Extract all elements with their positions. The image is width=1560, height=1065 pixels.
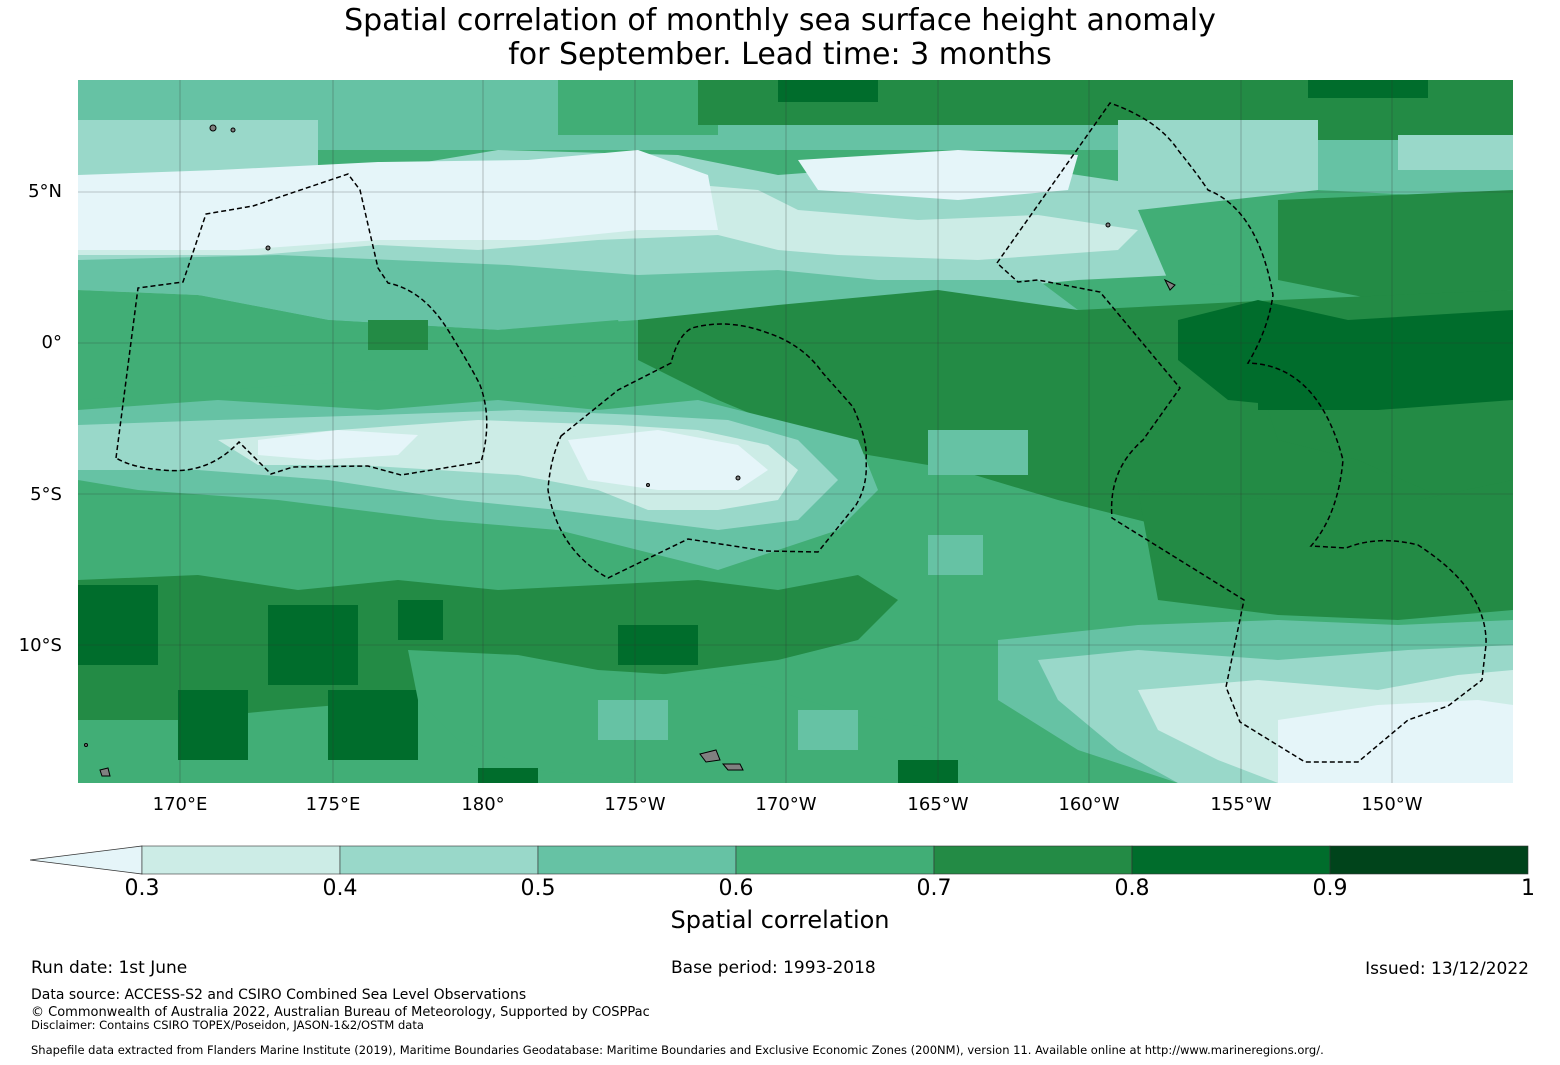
region-s-darkest2	[398, 600, 443, 640]
colorbar-bin-0.9-1	[1329, 845, 1529, 875]
graticule	[78, 80, 1513, 783]
region-eq-patch	[1258, 330, 1378, 410]
lon-label-175w: 175°W	[604, 794, 666, 815]
correlation-map	[78, 80, 1513, 783]
island-1	[99, 767, 111, 777]
colorbar-bin-0.3-0.4	[141, 845, 341, 875]
island-2	[1163, 278, 1176, 291]
island-3	[209, 124, 217, 132]
colorbar-label: Spatial correlation	[670, 906, 890, 934]
region-s-darkest4	[328, 690, 418, 760]
chart-title-line2: for September. Lead time: 3 months	[508, 37, 1052, 72]
base-period: Base period: 1993-2018	[671, 958, 876, 978]
eez-boundary-central	[547, 323, 868, 579]
land-areas	[84, 124, 1176, 777]
region-bottom-darkest2	[478, 768, 538, 783]
island-7	[735, 475, 741, 481]
colorbar-tick-1: 1	[1521, 876, 1535, 901]
region-west-darkpatch	[368, 320, 428, 350]
eez-boundaries	[115, 102, 1487, 763]
shapefile-attribution: Shapefile data extracted from Flanders M…	[31, 1043, 1324, 1057]
lon-label-150w: 150°W	[1361, 794, 1423, 815]
colorbar-tick-0.9: 0.9	[1312, 876, 1348, 901]
colorbar-bin-0.5-0.6	[537, 845, 737, 875]
colorbar-tick-0.5: 0.5	[520, 876, 556, 901]
chart-title-line1: Spatial correlation of monthly sea surfa…	[344, 3, 1216, 38]
lat-label-10s: 10°S	[18, 635, 62, 656]
colorbar-bin-0.8-0.9	[1131, 845, 1331, 875]
region-top-darkA	[558, 80, 718, 135]
disclaimer: Disclaimer: Contains CSIRO TOPEX/Poseido…	[31, 1018, 424, 1032]
lon-label-165w: 165°W	[907, 794, 969, 815]
region-top-darkB	[698, 80, 1128, 125]
region-south-lightest	[568, 430, 768, 490]
island-9	[84, 743, 88, 747]
eez-boundary-east	[996, 102, 1487, 763]
lon-label-180: 180°	[461, 794, 505, 815]
lon-label-170w: 170°W	[755, 794, 817, 815]
lon-label-175e: 175°E	[305, 794, 361, 815]
lon-label-155w: 155°W	[1210, 794, 1272, 815]
island-samoa-a	[699, 749, 721, 763]
region-patch-mid2	[928, 535, 983, 575]
region-s-mid-patch2	[798, 710, 858, 750]
data-source: Data source: ACCESS-S2 and CSIRO Combine…	[31, 987, 527, 1003]
lat-label-5s: 5°S	[30, 484, 62, 505]
region-north-lightest	[78, 150, 718, 250]
island-6	[1105, 222, 1111, 228]
island-4	[230, 127, 236, 133]
region-sw-darkest	[78, 585, 158, 665]
region-s-mid-patch	[598, 700, 668, 740]
lon-label-170e: 170°E	[152, 794, 208, 815]
island-samoa-b	[721, 763, 744, 771]
colorbar-tick-0.8: 0.8	[1114, 876, 1150, 901]
copyright: © Commonwealth of Australia 2022, Austra…	[31, 1005, 650, 1020]
colorbar	[30, 845, 1529, 875]
region-ne-light2	[1398, 135, 1513, 170]
region-bottom-darkest	[898, 760, 958, 783]
lon-label-160w: 160°W	[1058, 794, 1120, 815]
colorbar-bin-0.7-0.8	[933, 845, 1133, 875]
lat-label-5n: 5°N	[28, 181, 62, 202]
colorbar-tick-0.7: 0.7	[916, 876, 952, 901]
colorbar-tick-0.6: 0.6	[718, 876, 754, 901]
island-5	[265, 245, 271, 251]
colorbar-extend-arrow	[30, 845, 143, 875]
issued-date: Issued: 13/12/2022	[1365, 959, 1529, 979]
region-patch-mid1	[928, 430, 1028, 475]
run-date: Run date: 1st June	[31, 958, 188, 978]
region-east-dark	[1278, 190, 1513, 300]
region-south-lightest-b	[258, 430, 418, 460]
region-top-darkC	[778, 80, 878, 102]
island-8	[646, 483, 650, 487]
eez-boundary-west	[115, 173, 488, 476]
region-top-darkE	[1308, 80, 1428, 98]
region-s-darkest5	[178, 690, 248, 760]
region-se-lightest	[1278, 700, 1513, 783]
colorbar-tick-0.3: 0.3	[124, 876, 160, 901]
colorbar-bin-0.4-0.5	[339, 845, 539, 875]
lat-label-0: 0°	[41, 332, 62, 353]
colorbar-tick-0.4: 0.4	[322, 876, 358, 901]
colorbar-bin-0.6-0.7	[735, 845, 935, 875]
region-west-mid	[78, 290, 638, 400]
region-east-dark-s	[1138, 480, 1513, 620]
